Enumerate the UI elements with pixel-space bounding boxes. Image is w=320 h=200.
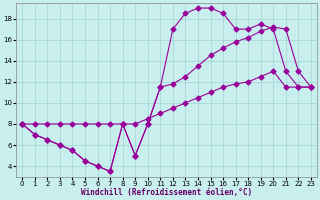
- X-axis label: Windchill (Refroidissement éolien,°C): Windchill (Refroidissement éolien,°C): [81, 188, 252, 197]
